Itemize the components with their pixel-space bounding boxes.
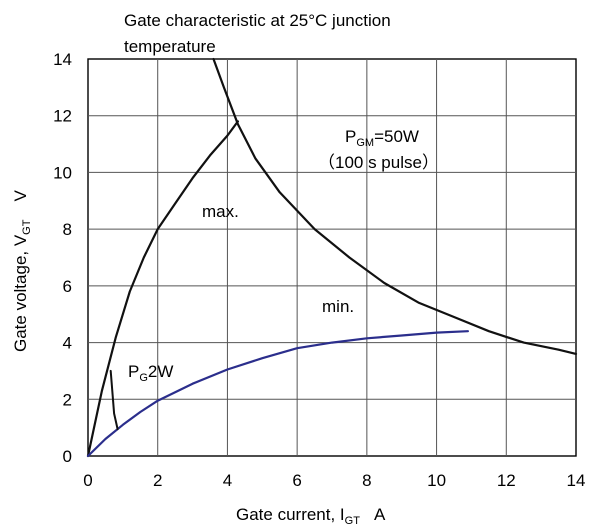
y-tick-label: 2 bbox=[63, 390, 72, 409]
x-tick-labels: 0 2 4 6 8 10 12 14 bbox=[83, 471, 585, 490]
min-label: min. bbox=[322, 297, 354, 316]
pg-annotation: PG2W bbox=[128, 362, 173, 384]
chart-title-line2: temperature bbox=[124, 37, 216, 56]
y-tick-label: 6 bbox=[63, 277, 72, 296]
y-axis-label: Gate voltage, VGT V bbox=[11, 190, 33, 352]
pgm-main: P bbox=[345, 127, 356, 146]
y-tick-label: 0 bbox=[63, 447, 72, 466]
x-tick-label: 8 bbox=[362, 471, 371, 490]
series-line-max bbox=[86, 120, 239, 458]
x-tick-label: 14 bbox=[567, 471, 586, 490]
y-tick-label: 14 bbox=[53, 50, 72, 69]
y-axis-label-unit: V bbox=[11, 190, 30, 202]
chart-title-line1: Gate characteristic at 25°C junction bbox=[124, 11, 391, 30]
pg-rest: 2W bbox=[148, 362, 174, 381]
y-tick-label: 12 bbox=[53, 107, 72, 126]
plot-frame bbox=[87, 58, 577, 457]
pulse-annotation: （100 s pulse） bbox=[318, 153, 439, 172]
series bbox=[86, 57, 578, 458]
x-tick-label: 4 bbox=[223, 471, 232, 490]
pg-main: P bbox=[128, 362, 139, 381]
pgm-sub: GM bbox=[356, 137, 374, 149]
x-axis-label-main: Gate current, I bbox=[236, 505, 345, 524]
y-axis-label-sub: GT bbox=[21, 219, 33, 235]
x-tick-label: 12 bbox=[497, 471, 516, 490]
x-tick-label: 0 bbox=[83, 471, 92, 490]
series-line-pg-spike bbox=[109, 369, 119, 431]
series-line-min bbox=[86, 330, 469, 458]
pgm-rest: =50W bbox=[374, 127, 419, 146]
grid bbox=[88, 59, 576, 456]
max-label: max. bbox=[202, 202, 239, 221]
series-line-power-limit bbox=[212, 57, 578, 355]
x-tick-label: 10 bbox=[427, 471, 446, 490]
y-axis-label-main: Gate voltage, V bbox=[11, 234, 30, 352]
pg-sub: G bbox=[139, 372, 148, 384]
x-tick-label: 6 bbox=[292, 471, 301, 490]
pgm-annotation: PGM=50W bbox=[345, 127, 419, 149]
y-tick-labels: 0 2 4 6 8 10 12 14 bbox=[53, 50, 72, 466]
y-tick-label: 10 bbox=[53, 163, 72, 182]
x-tick-label: 2 bbox=[153, 471, 162, 490]
y-tick-label: 8 bbox=[63, 220, 72, 239]
y-tick-label: 4 bbox=[63, 334, 72, 353]
x-axis-label: Gate current, IGT A bbox=[236, 505, 386, 527]
x-axis-label-unit: A bbox=[374, 505, 386, 524]
x-axis-label-sub: GT bbox=[345, 515, 361, 527]
